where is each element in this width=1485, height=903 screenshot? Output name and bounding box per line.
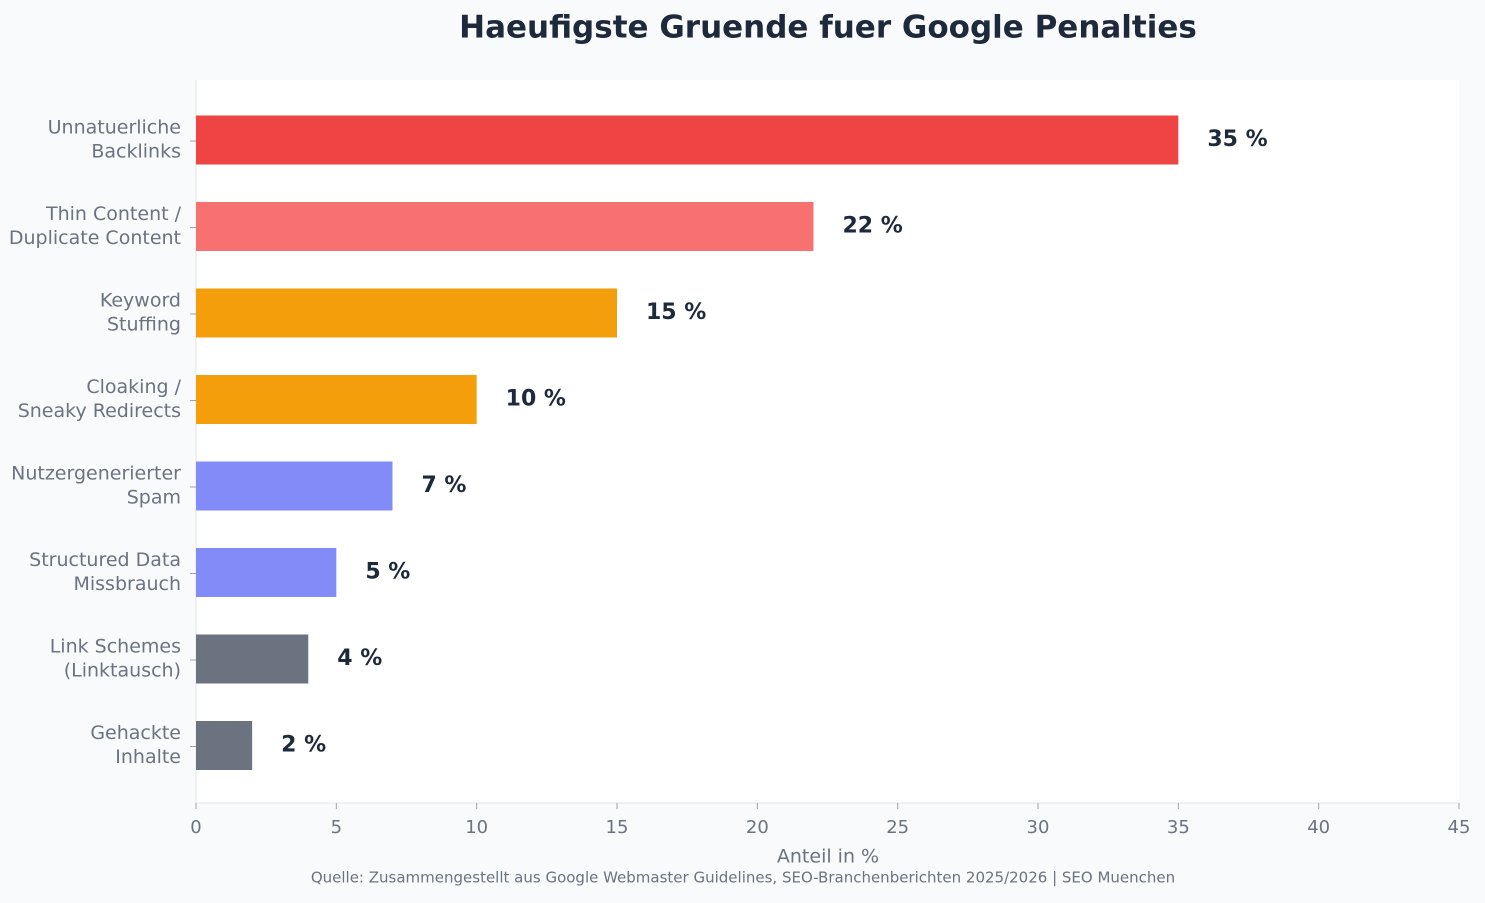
x-tick-label: 10 xyxy=(465,817,488,838)
source-note: Quelle: Zusammengestellt aus Google Webm… xyxy=(311,869,1175,887)
value-label: 35 % xyxy=(1207,127,1267,152)
value-label: 4 % xyxy=(337,646,382,671)
x-tick-label: 15 xyxy=(606,817,629,838)
bar xyxy=(196,375,477,424)
x-tick-label: 40 xyxy=(1307,817,1330,838)
x-tick-label: 25 xyxy=(886,817,909,838)
y-tick-label: Gehackte xyxy=(90,722,181,744)
y-tick-label: Duplicate Content xyxy=(9,227,181,249)
value-label: 22 % xyxy=(842,214,902,239)
bar xyxy=(196,288,617,338)
y-tick-label: Thin Content / xyxy=(45,203,182,225)
value-label: 7 % xyxy=(421,473,466,498)
y-tick-label: (Linktausch) xyxy=(64,660,181,682)
x-tick-label: 45 xyxy=(1448,817,1471,838)
y-tick-label: Inhalte xyxy=(115,746,181,768)
y-tick-label: Cloaking / xyxy=(86,376,181,398)
x-tick-label: 5 xyxy=(331,817,342,838)
chart-title: Haeufigste Gruende fuer Google Penalties xyxy=(459,10,1197,46)
value-label: 2 % xyxy=(281,733,326,758)
y-tick-label: Stuffing xyxy=(107,314,181,336)
y-tick-label: Structured Data xyxy=(29,549,181,571)
bar xyxy=(196,202,814,251)
x-tick-label: 20 xyxy=(746,817,769,838)
value-label: 15 % xyxy=(646,300,706,325)
y-tick-label: Nutzergenerierter xyxy=(11,463,181,485)
y-tick-label: Missbrauch xyxy=(73,573,181,595)
y-tick-label: Keyword xyxy=(100,290,181,312)
x-axis-label: Anteil in % xyxy=(777,846,879,868)
bar xyxy=(196,461,393,511)
x-tick-label: 35 xyxy=(1167,817,1190,838)
y-tick-label: Unnatuerliche xyxy=(48,117,181,139)
y-tick-label: Spam xyxy=(127,487,181,509)
x-tick-label: 30 xyxy=(1027,817,1050,838)
y-tick-label: Sneaky Redirects xyxy=(18,400,181,422)
plot-area xyxy=(196,80,1459,803)
value-label: 5 % xyxy=(365,560,410,585)
bar xyxy=(196,721,253,770)
x-tick-label: 0 xyxy=(190,817,201,838)
y-tick-label: Link Schemes xyxy=(50,636,181,658)
value-label: 10 % xyxy=(506,387,566,412)
bar xyxy=(196,115,1179,165)
y-tick-label: Backlinks xyxy=(91,141,181,163)
bar xyxy=(196,634,309,684)
bar xyxy=(196,548,337,597)
